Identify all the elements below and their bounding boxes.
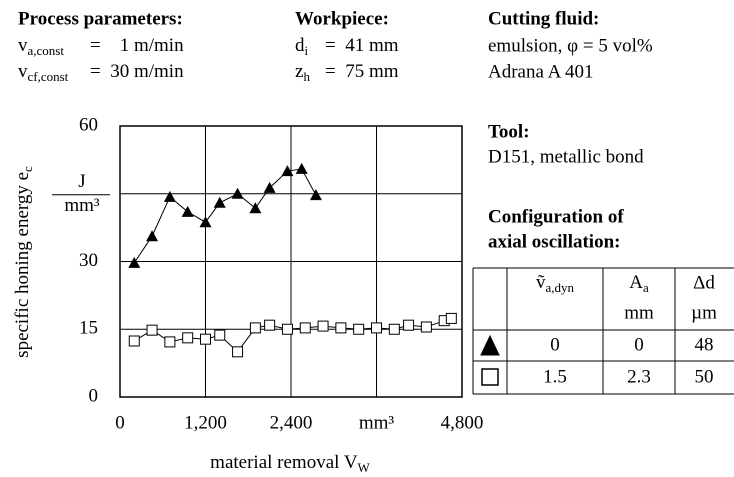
- table-cell: 48: [695, 334, 714, 355]
- table-cell: 50: [695, 366, 714, 387]
- square-marker: [335, 322, 347, 334]
- square-marker: [264, 319, 276, 331]
- triangle-marker: [249, 202, 262, 214]
- triangle-marker: [295, 162, 308, 174]
- y-tick-label: mm³: [64, 195, 100, 216]
- y-tick-label: 0: [89, 385, 99, 406]
- fluid-line: emulsion, φ = 5 vol%: [488, 35, 653, 56]
- x-tick-label: mm³: [359, 412, 395, 433]
- square-symbol: [481, 368, 499, 386]
- workpiece-line: di = 41 mm: [295, 35, 399, 58]
- y-tick-label: 60: [79, 114, 98, 135]
- table-header: ṽa,dyn: [536, 272, 575, 295]
- square-marker: [353, 323, 365, 335]
- square-marker: [281, 323, 293, 335]
- plot-frame: [119, 125, 463, 398]
- workpiece-title: Workpiece:: [295, 8, 389, 29]
- table-cell: 0: [634, 334, 644, 355]
- table-header: Δd: [693, 272, 715, 293]
- workpiece-line: zh = 75 mm: [295, 61, 399, 84]
- triangle-marker: [281, 165, 294, 177]
- triangle-marker: [263, 181, 276, 193]
- oscillation-title: axial oscillation:: [488, 231, 620, 252]
- square-marker: [146, 324, 158, 336]
- square-marker: [445, 312, 457, 324]
- table-unit: µm: [691, 302, 717, 323]
- config-table: [472, 267, 734, 395]
- triangle-marker: [213, 196, 226, 208]
- table-cell: 1.5: [543, 366, 567, 387]
- square-marker: [388, 323, 400, 335]
- square-marker: [371, 322, 382, 334]
- square-marker: [182, 332, 194, 344]
- square-marker: [164, 336, 176, 348]
- triangle-marker: [181, 205, 194, 217]
- x-tick-label: 1,200: [184, 412, 227, 433]
- table-unit: mm: [624, 302, 654, 323]
- triangle-marker: [128, 256, 141, 268]
- table-header: Aa: [629, 272, 649, 295]
- table-cell: 0: [550, 334, 560, 355]
- square-marker: [317, 320, 329, 332]
- process-line: vcf,const = 30 m/min: [18, 61, 184, 84]
- triangle-marker: [146, 230, 159, 242]
- triangle-marker: [309, 189, 322, 201]
- x-tick-label: 2,400: [270, 412, 313, 433]
- y-tick-label: 30: [79, 250, 98, 271]
- process-line: va,const = 1 m/min: [18, 35, 184, 58]
- fluid-line: Adrana A 401: [488, 61, 594, 82]
- x-axis-label: material removal VW: [210, 452, 370, 475]
- y-tick-label: J: [78, 171, 85, 192]
- process-title: Process parameters:: [18, 8, 183, 29]
- tool-line: D151, metallic bond: [488, 146, 644, 167]
- tool-title: Tool:: [488, 121, 530, 142]
- table-cell: 2.3: [627, 366, 651, 387]
- x-tick-label: 4,800: [441, 412, 484, 433]
- triangle-marker: [163, 190, 176, 202]
- square-marker: [299, 322, 311, 334]
- square-marker: [128, 335, 140, 347]
- triangle-marker: [199, 216, 212, 228]
- triangle-symbol: [480, 334, 500, 356]
- square-marker: [420, 321, 432, 333]
- oscillation-title: Configuration of: [488, 206, 624, 227]
- fluid-title: Cutting fluid:: [488, 8, 599, 29]
- square-marker: [249, 322, 261, 334]
- x-tick-label: 0: [115, 412, 125, 433]
- y-axis-label: specific honing energy ec: [12, 166, 35, 358]
- square-marker: [232, 346, 244, 358]
- square-marker: [403, 319, 415, 331]
- series-line: [133, 168, 317, 264]
- square-marker: [200, 333, 211, 345]
- y-tick-label: 15: [79, 318, 98, 339]
- square-marker: [214, 329, 226, 341]
- triangle-marker: [231, 187, 244, 199]
